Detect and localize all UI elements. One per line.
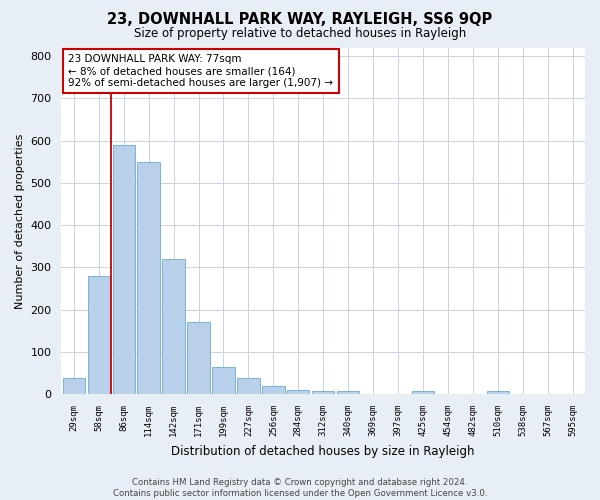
Bar bbox=[137, 162, 160, 394]
Bar bbox=[113, 144, 135, 394]
Bar bbox=[237, 378, 260, 394]
Bar bbox=[88, 276, 110, 394]
Text: Size of property relative to detached houses in Rayleigh: Size of property relative to detached ho… bbox=[134, 28, 466, 40]
Bar bbox=[312, 391, 334, 394]
Bar bbox=[187, 322, 210, 394]
Bar bbox=[337, 391, 359, 394]
Bar bbox=[487, 391, 509, 394]
Bar bbox=[287, 390, 310, 394]
Text: 23, DOWNHALL PARK WAY, RAYLEIGH, SS6 9QP: 23, DOWNHALL PARK WAY, RAYLEIGH, SS6 9QP bbox=[107, 12, 493, 28]
Bar bbox=[412, 391, 434, 394]
Bar bbox=[163, 259, 185, 394]
Y-axis label: Number of detached properties: Number of detached properties bbox=[15, 133, 25, 308]
Bar bbox=[262, 386, 284, 394]
Text: 23 DOWNHALL PARK WAY: 77sqm
← 8% of detached houses are smaller (164)
92% of sem: 23 DOWNHALL PARK WAY: 77sqm ← 8% of deta… bbox=[68, 54, 334, 88]
X-axis label: Distribution of detached houses by size in Rayleigh: Distribution of detached houses by size … bbox=[172, 444, 475, 458]
Text: Contains HM Land Registry data © Crown copyright and database right 2024.
Contai: Contains HM Land Registry data © Crown c… bbox=[113, 478, 487, 498]
Bar bbox=[212, 366, 235, 394]
Bar bbox=[62, 378, 85, 394]
